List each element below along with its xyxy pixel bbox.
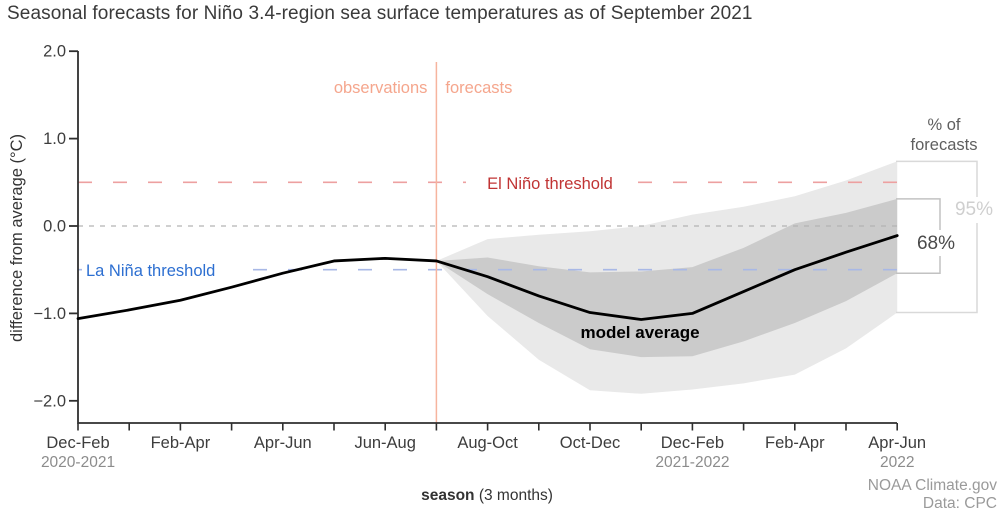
label-la-nina-threshold: La Niña threshold (86, 262, 215, 280)
x-tick-label: Feb-Apr (765, 434, 825, 452)
x-tick-label: Feb-Apr (151, 434, 211, 452)
label-pct-of-forecasts: forecasts (911, 136, 978, 154)
y-tick-label: 2.0 (43, 43, 66, 61)
band-68-polygon (436, 198, 898, 358)
x-tick-label: Oct-Dec (560, 434, 621, 452)
x-tick-label: Jun-Aug (354, 434, 415, 452)
label-backdrop (466, 170, 634, 197)
x-tick-sublabel: 2022 (880, 454, 914, 471)
credit-noaa: NOAA Climate.gov (868, 477, 997, 494)
label-68-pct: 68% (917, 233, 955, 254)
x-tick-label: Dec-Feb (46, 434, 109, 452)
credit-data-cpc: Data: CPC (923, 495, 997, 512)
chart-title: Seasonal forecasts for Niño 3.4-region s… (7, 3, 753, 24)
x-tick-label: Apr-Jun (868, 434, 926, 452)
label-forecasts: forecasts (445, 79, 512, 97)
y-tick-label: −1.0 (33, 305, 66, 323)
x-tick-label: Dec-Feb (661, 434, 724, 452)
label-pct-of-forecasts: % of (927, 116, 960, 134)
x-tick-sublabel: 2020-2021 (41, 454, 115, 471)
x-tick-label: Aug-Oct (457, 434, 518, 452)
label-el-nino-threshold: El Niño threshold (487, 175, 613, 193)
x-tick-sublabel: 2021-2022 (655, 454, 729, 471)
model-average-line (76, 234, 899, 321)
label-backdrop (82, 258, 234, 284)
label-model-average: model average (580, 323, 699, 342)
y-tick-label: 0.0 (43, 218, 66, 236)
y-tick-label: −2.0 (33, 392, 66, 410)
label-backdrop (911, 230, 961, 256)
label-observations: observations (334, 79, 428, 97)
x-axis-title: season (3 months) (421, 487, 553, 504)
y-tick-label: 1.0 (43, 130, 66, 148)
label-95-pct: 95% (955, 199, 993, 220)
x-tick-label: Apr-Jun (254, 434, 312, 452)
label-backdrop (951, 197, 997, 223)
bracket-95 (896, 160, 978, 314)
y-axis-title: difference from average (°C) (8, 134, 26, 342)
